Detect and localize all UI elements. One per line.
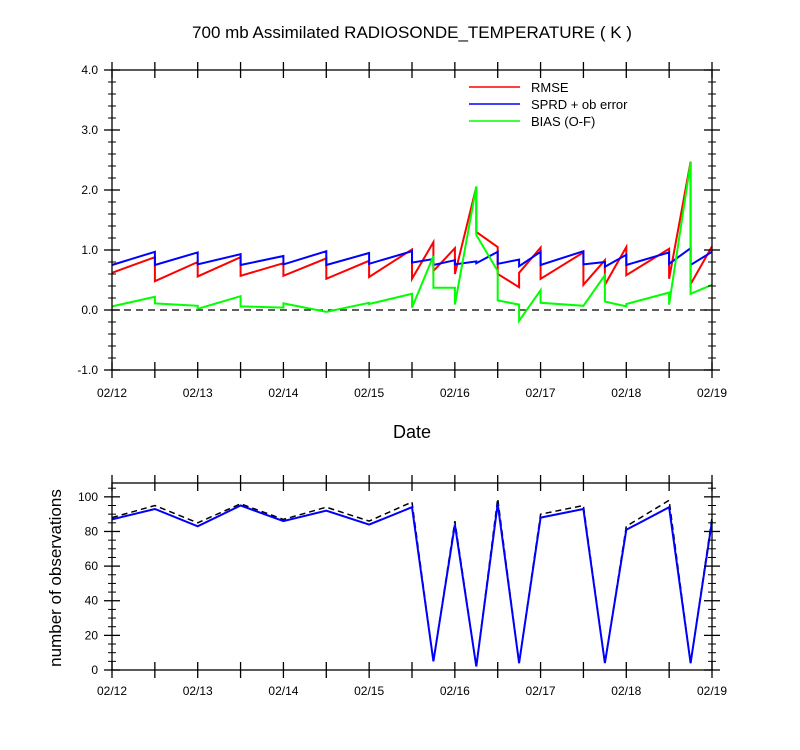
top-series-line-1 [111, 246, 713, 269]
top-x-tick-label: 02/12 [97, 386, 127, 400]
bottom-y-axis-label: number of observations [46, 489, 65, 667]
bottom-y-tick-label: 100 [78, 490, 98, 504]
top-x-tick-label: 02/15 [354, 386, 384, 400]
bottom-x-tick-label: 02/13 [183, 684, 213, 698]
top-y-tick-label: 4.0 [81, 63, 98, 77]
bottom-x-tick-label: 02/16 [440, 684, 470, 698]
top-x-tick-label: 02/16 [440, 386, 470, 400]
bottom-y-tick-label: 40 [85, 594, 99, 608]
bottom-x-tick-label: 02/14 [268, 684, 298, 698]
top-x-tick-label: 02/13 [183, 386, 213, 400]
bottom-plot-area: 02/12 02/13 02/14 02/15 02/16 02/17 02/18 02/19… [78, 475, 727, 698]
bottom-series-line-1 [111, 503, 713, 667]
top-y-tick-label: 2.0 [81, 183, 98, 197]
bottom-x-tick-label: 02/18 [611, 684, 641, 698]
bottom-y-tick-label: 60 [85, 559, 99, 573]
bottom-x-tick-label: 02/15 [354, 684, 384, 698]
top-series-line-0 [111, 161, 713, 289]
bottom-x-tick-label: 02/12 [97, 684, 127, 698]
top-y-tick-label: 0.0 [81, 303, 98, 317]
legend-label-1: SPRD + ob error [531, 97, 628, 112]
top-chart-title: 700 mb Assimilated RADIOSONDE_TEMPERATUR… [192, 23, 632, 42]
top-y-tick-label: 1.0 [81, 243, 98, 257]
top-x-tick-label: 02/14 [268, 386, 298, 400]
bottom-y-tick-label: 80 [85, 524, 99, 538]
bottom-y-tick-label: 0 [91, 663, 98, 677]
legend-label-0: RMSE [531, 80, 569, 95]
top-plot-area: 02/12 02/13 02/14 02/15 02/16 02/17 02/18 02/19… [77, 62, 727, 400]
top-x-tick-label: 02/17 [526, 386, 556, 400]
legend-label-2: BIAS (O-F) [531, 114, 595, 129]
top-y-tick-label: 3.0 [81, 123, 98, 137]
bottom-y-tick-label: 20 [85, 628, 99, 642]
top-series-line-2 [111, 162, 713, 324]
top-x-tick-label: 02/19 [697, 386, 727, 400]
top-x-axis-label: Date [393, 422, 431, 442]
bottom-x-tick-label: 02/17 [526, 684, 556, 698]
bottom-x-tick-label: 02/19 [697, 684, 727, 698]
top-y-tick-label: -1.0 [77, 363, 98, 377]
top-x-tick-label: 02/18 [611, 386, 641, 400]
